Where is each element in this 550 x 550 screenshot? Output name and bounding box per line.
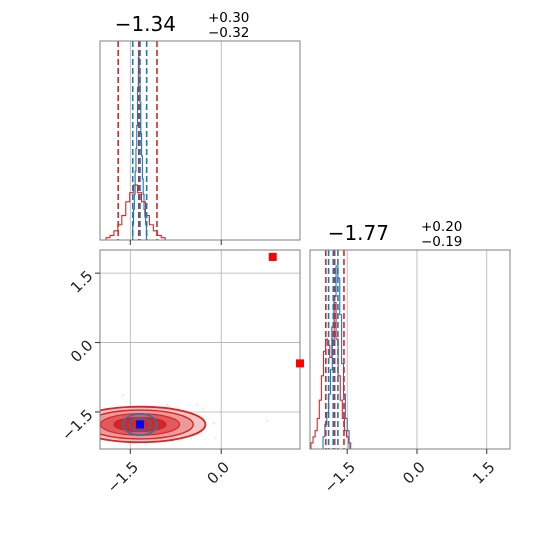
panel-border [309,249,511,450]
grid-lines [346,250,488,449]
x-tick-label: −1.5 [321,458,359,496]
histogram-panel-bottom-right: −1.5 0.0 1.5 −1.77 +0.20 −0.19 [309,219,511,497]
sample-point [196,403,199,406]
sample-point [219,411,222,414]
title-upper-error: +0.30 [208,10,249,26]
y-tick-label: 1.5 [67,267,97,297]
contour-marks [72,394,269,444]
sample-point [167,405,169,408]
x-ticks: −1.5 0.0 1.5 [321,449,499,497]
x-tick-label: −1.5 [104,458,142,496]
sample-point [196,433,199,436]
title-lower-error: −0.32 [208,25,249,41]
contour-blue-inner [128,417,152,432]
panel-border [99,40,301,241]
sample-point [121,394,124,396]
x-tick-label: 1.5 [469,458,499,488]
contour-blue-outer [122,412,158,436]
title-upper-error: +0.20 [421,219,462,235]
sample-point [166,403,169,406]
x-ticks [129,240,222,245]
histogram-blue-series [322,265,350,449]
title-lower-error: −0.19 [421,234,462,250]
histogram-panel-top-left: −1.34 +0.30 −0.32 [99,10,301,245]
title-main: −1.34 [115,12,176,36]
marker-red [268,252,277,261]
y-tick-label: 0.0 [67,336,97,366]
contour-panel-bottom-left: −1.5 0.0 −1.5 0.0 1.5 [58,249,304,497]
sample-point [266,420,269,422]
sample-point [214,436,217,439]
sample-point [176,407,179,410]
x-tick-label: 0.0 [399,458,429,488]
best-fit-marker-blue [136,420,144,429]
grid-lines [129,41,222,240]
histogram-marks [105,41,166,240]
sample-point [91,435,93,437]
panel-border [99,249,301,450]
sample-point [202,407,205,410]
marker-red [296,359,304,368]
sample-point [72,398,74,400]
sample-point [213,422,216,425]
x-tick-label: 0.0 [203,458,233,488]
y-tick-label: −1.5 [58,406,96,444]
markers [268,252,304,368]
sample-point [97,421,99,423]
title-main: −1.77 [328,221,389,245]
histogram-marks [310,250,352,449]
